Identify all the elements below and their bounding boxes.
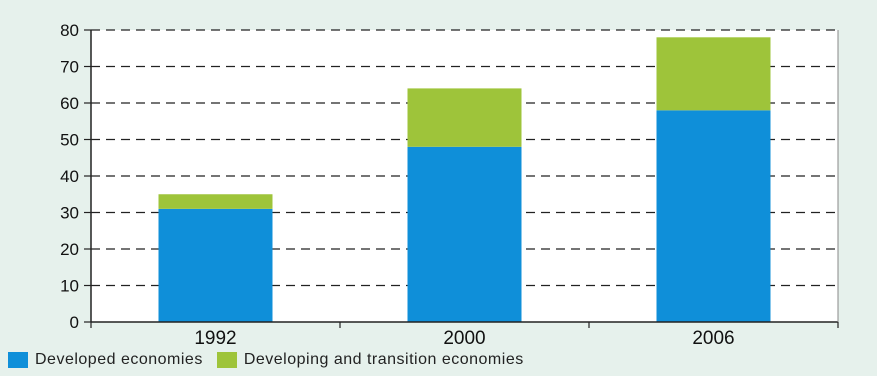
bar-developed-1992 — [158, 208, 273, 322]
bars — [158, 37, 771, 322]
y-tick-label: 0 — [70, 313, 79, 332]
legend-item-developing: Developing and transition economies — [216, 351, 524, 369]
y-tick-label: 20 — [60, 240, 79, 259]
y-tick-label: 80 — [60, 21, 79, 40]
tick-labels: 0 10 20 30 40 50 60 70 80 1992 2000 2006 — [60, 21, 735, 346]
bar-developed-2006 — [656, 110, 771, 322]
legend-label-developed: Developed economies — [35, 351, 203, 368]
y-tick-label: 30 — [60, 204, 79, 223]
legend-swatch-developing — [216, 352, 237, 368]
legend: Developed economies Developing and trans… — [8, 346, 524, 374]
y-tick-label: 50 — [60, 131, 79, 150]
y-tick-label: 40 — [60, 167, 79, 186]
legend-label-developing: Developing and transition economies — [243, 351, 524, 368]
chart-svg: 0 10 20 30 40 50 60 70 80 1992 2000 2006 — [60, 21, 839, 346]
legend-swatch-developed — [8, 352, 28, 368]
x-tick-label: 1992 — [194, 328, 236, 346]
legend-item-developed: Developed economies — [8, 351, 203, 369]
axes — [84, 29, 839, 328]
y-tick-label: 70 — [60, 58, 79, 77]
y-tick-label: 10 — [60, 277, 79, 296]
x-tick-label: 2006 — [692, 328, 734, 346]
x-tick-label: 2000 — [443, 328, 485, 346]
bar-developing-2006 — [656, 37, 771, 111]
bar-developed-2000 — [407, 146, 522, 322]
bar-developing-2000 — [407, 88, 522, 147]
bar-developing-1992 — [158, 194, 273, 209]
y-tick-label: 60 — [60, 94, 79, 113]
